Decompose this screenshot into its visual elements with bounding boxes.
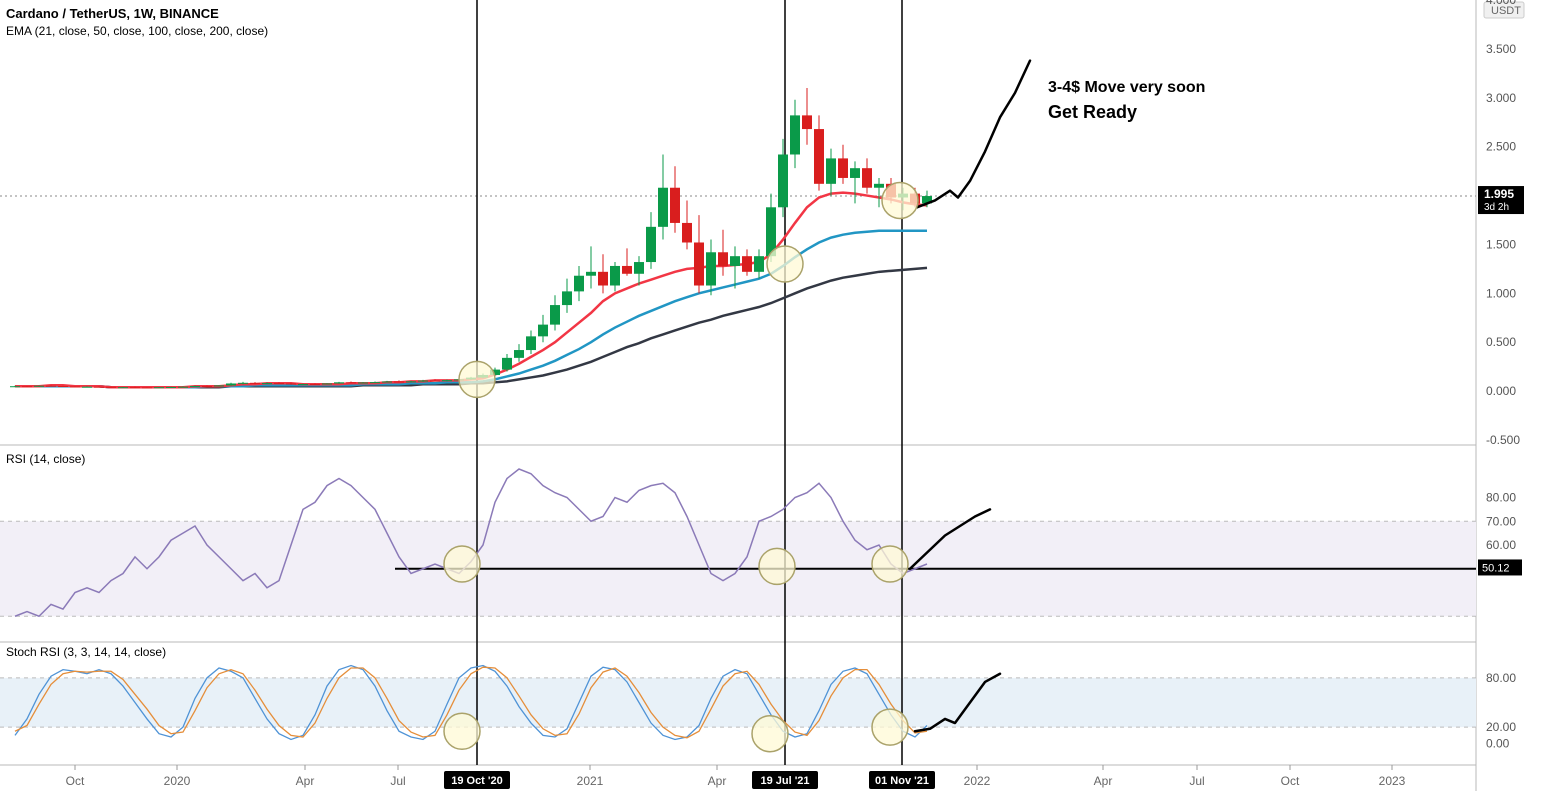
svg-text:Apr: Apr [296,774,315,788]
chart-canvas[interactable]: USDT4.0003.5003.0002.5002.0001.5001.0000… [0,0,1546,791]
svg-text:1.000: 1.000 [1486,286,1516,300]
svg-text:0.000: 0.000 [1486,384,1516,398]
svg-text:2020: 2020 [164,774,191,788]
svg-text:4.000: 4.000 [1486,0,1516,7]
svg-text:60.00: 60.00 [1486,538,1516,552]
svg-text:0.00: 0.00 [1486,737,1510,751]
svg-text:80.00: 80.00 [1486,671,1516,685]
svg-text:Jul: Jul [1189,774,1204,788]
svg-text:Apr: Apr [1094,774,1113,788]
svg-text:19 Jul '21: 19 Jul '21 [760,775,809,787]
svg-text:1.500: 1.500 [1486,237,1516,251]
svg-text:1.995: 1.995 [1484,187,1514,201]
svg-text:Apr: Apr [708,774,727,788]
svg-text:20.00: 20.00 [1486,720,1516,734]
ema-indicator-label: EMA (21, close, 50, close, 100, close, 2… [6,24,268,38]
svg-text:-0.500: -0.500 [1486,433,1520,447]
svg-text:70.00: 70.00 [1486,514,1516,528]
svg-text:3.500: 3.500 [1486,42,1516,56]
svg-text:01 Nov '21: 01 Nov '21 [875,775,929,787]
svg-text:19 Oct '20: 19 Oct '20 [451,775,503,787]
svg-text:Oct: Oct [1281,774,1300,788]
svg-text:0.500: 0.500 [1486,335,1516,349]
svg-text:3.000: 3.000 [1486,91,1516,105]
svg-text:3d 2h: 3d 2h [1484,202,1509,213]
svg-text:2021: 2021 [577,774,604,788]
svg-text:Jul: Jul [390,774,405,788]
chart-title: Cardano / TetherUS, 1W, BINANCE [6,6,219,21]
svg-text:2022: 2022 [964,774,991,788]
svg-text:50.12: 50.12 [1482,562,1510,574]
svg-text:80.00: 80.00 [1486,491,1516,505]
rsi-indicator-label: RSI (14, close) [6,452,85,466]
annotation-line1: 3-4$ Move very soon [1048,79,1205,97]
svg-text:2.500: 2.500 [1486,140,1516,154]
annotation-line2: Get Ready [1048,102,1137,123]
svg-text:Oct: Oct [66,774,85,788]
svg-text:2023: 2023 [1379,774,1406,788]
stoch-indicator-label: Stoch RSI (3, 3, 14, 14, close) [6,645,166,659]
